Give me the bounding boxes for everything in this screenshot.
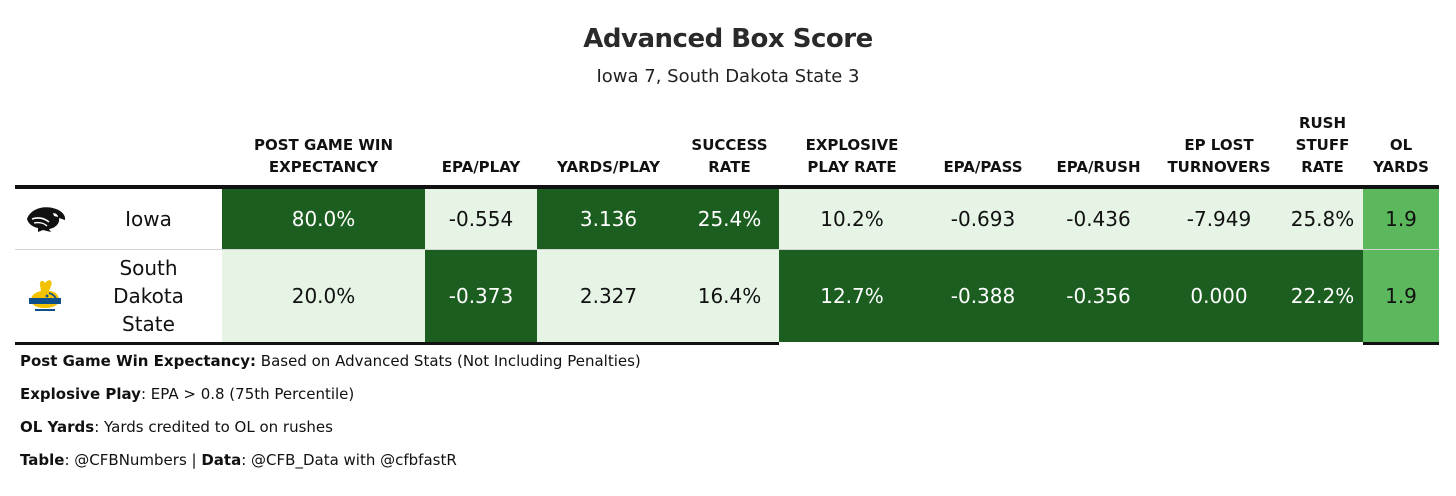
team-name-1: South Dakota State [113,256,184,336]
team-name-0: Iowa [125,207,172,231]
value-cell-stuff-1: 22.2% [1282,250,1363,342]
value-cell-explosive-0: 10.2% [779,189,925,249]
footnote-3-term: OL Yards [20,418,95,436]
value-cell-epa_pass-1: -0.388 [925,250,1041,342]
header-rule [15,185,1439,189]
footnote-3-text: : Yards credited to OL on rushes [94,418,333,436]
credits-data-label: Data [201,451,242,469]
value-cell-ol-0: 1.9 [1363,189,1439,249]
credits-table-label: Table [20,451,65,469]
value-cell-ol-1: 1.9 [1363,250,1439,342]
column-header-explosive: EXPLOSIVE PLAY RATE [805,136,899,176]
value-cell-ep_lost-0: -7.949 [1156,189,1282,249]
footnote-2: Explosive Play: EPA > 0.8 (75th Percenti… [20,385,354,403]
column-header-epa_play: EPA/PLAY [441,158,521,176]
column-header-epa_rush: EPA/RUSH [1056,158,1141,176]
row-separator [15,249,1439,250]
value-cell-stuff-0: 25.8% [1282,189,1363,249]
credits-line: Table: @CFBNumbers | Data: @CFB_Data wit… [20,451,457,469]
value-cell-epa_pass-0: -0.693 [925,189,1041,249]
sdsu-logo [15,250,75,342]
credits-table-value: : @CFBNumbers | [64,451,202,469]
footnote-3: OL Yards: Yards credited to OL on rushes [20,418,333,436]
value-cell-ep_lost-1: 0.000 [1156,250,1282,342]
footnote-1: Post Game Win Expectancy: Based on Advan… [20,352,641,370]
value-cell-pgwe-1: 20.0% [222,250,425,342]
value-cell-epa_rush-1: -0.356 [1041,250,1156,342]
footnote-2-text: : EPA > 0.8 (75th Percentile) [140,385,355,403]
bottom-rule-2 [1363,342,1439,345]
footnote-2-term: Explosive Play [20,385,141,403]
chart-subtitle: Iowa 7, South Dakota State 3 [596,66,860,87]
hawkeye-icon [27,207,66,232]
column-header-success: SUCCESS RATE [691,136,768,176]
value-cell-yards_play-1: 2.327 [537,250,680,342]
value-cell-epa_rush-0: -0.436 [1041,189,1156,249]
column-header-epa_pass: EPA/PASS [943,158,1023,176]
column-header-ol: OL YARDS [1373,136,1429,176]
value-cell-success-0: 25.4% [680,189,779,249]
chart-title: Advanced Box Score [583,24,873,54]
column-header-ep_lost: EP LOST TURNOVERS [1167,136,1271,176]
jackrabbit-icon [29,280,61,311]
footnote-1-term: Post Game Win Expectancy: [20,352,257,370]
value-cell-yards_play-0: 3.136 [537,189,680,249]
column-header-yards_play: YARDS/PLAY [557,158,660,176]
value-cell-pgwe-0: 80.0% [222,189,425,249]
column-header-pgwe: POST GAME WIN EXPECTANCY [254,136,393,176]
bottom-rule-1 [15,342,779,345]
credits-data-value: : @CFB_Data with @cfbfastR [241,451,457,469]
value-cell-epa_play-1: -0.373 [425,250,537,342]
value-cell-explosive-1: 12.7% [779,250,925,342]
iowa-logo [15,189,75,249]
value-cell-success-1: 16.4% [680,250,779,342]
column-header-stuff: RUSH STUFF RATE [1295,114,1350,176]
footnote-1-text: Based on Advanced Stats (Not Including P… [256,352,641,370]
value-cell-epa_play-0: -0.554 [425,189,537,249]
